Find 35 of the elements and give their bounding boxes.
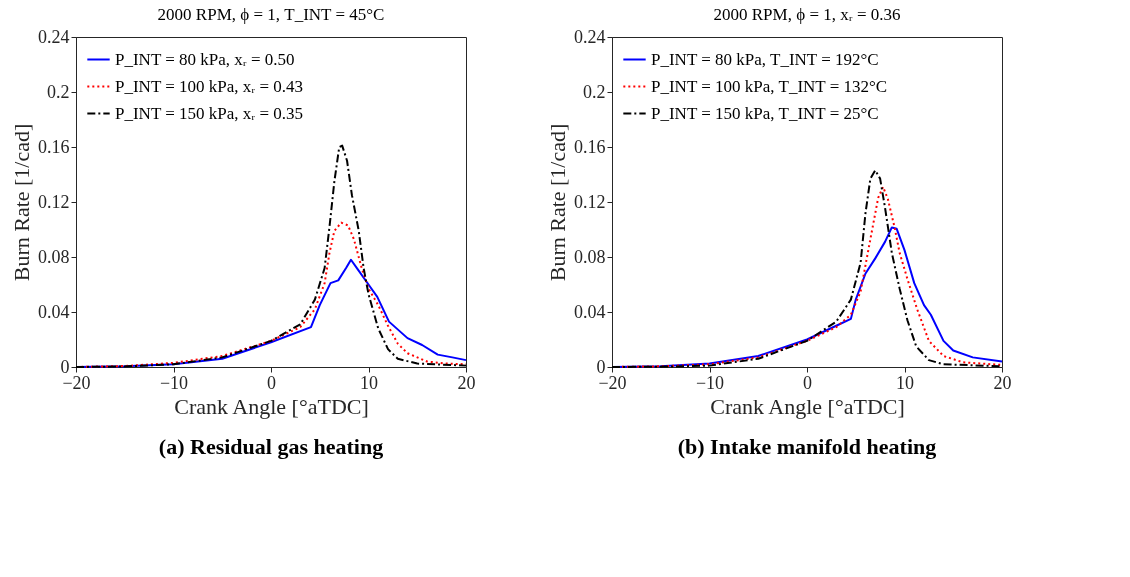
y-axis-title: Burn Rate [1/cad] (9, 123, 34, 282)
legend-label: P_INT = 100 kPa, xᵣ = 0.43 (115, 76, 304, 96)
y-tick-label: 0.24 (574, 26, 606, 47)
x-tick-label: 0 (267, 372, 276, 393)
chart-title: 2000 RPM, ϕ = 1, xᵣ = 0.36 (713, 5, 901, 24)
legend-label: P_INT = 100 kPa, T_INT = 132°C (651, 76, 888, 96)
y-tick-label: 0.2 (47, 81, 70, 102)
legend-label: P_INT = 150 kPa, T_INT = 25°C (651, 103, 879, 123)
x-tick-label: 20 (993, 372, 1012, 393)
x-tick-label: 0 (803, 372, 812, 393)
x-tick-label: 20 (457, 372, 476, 393)
chart-title: 2000 RPM, ϕ = 1, T_INT = 45°C (157, 5, 385, 24)
y-tick-label: 0.08 (574, 246, 606, 267)
text: (a) Residual gas heating (158, 434, 384, 459)
y-tick-label: 0.2 (583, 81, 606, 102)
y-tick-label: 0.24 (38, 26, 70, 47)
y-tick-label: 0.16 (38, 136, 70, 157)
x-tick-label: −10 (159, 372, 189, 393)
x-tick-label: 10 (360, 372, 378, 393)
y-tick-label: 0.04 (574, 301, 606, 322)
text: (b) Intake manifold heating (677, 434, 937, 459)
legend-label: P_INT = 80 kPa, T_INT = 192°C (651, 49, 879, 69)
y-axis-title: Burn Rate [1/cad] (545, 123, 570, 282)
y-tick-label: 0.16 (574, 136, 606, 157)
x-tick-label: 10 (896, 372, 914, 393)
y-tick-label: 0.04 (38, 301, 70, 322)
y-tick-label: 0.12 (38, 191, 70, 212)
legend-label: P_INT = 150 kPa, xᵣ = 0.35 (115, 103, 304, 123)
y-tick-label: 0.12 (574, 191, 606, 212)
line-series (75, 144, 467, 368)
legend-label: P_INT = 80 kPa, xᵣ = 0.50 (115, 49, 295, 69)
x-axis-title: Crank Angle [°aTDC] (710, 393, 905, 419)
x-axis-title: Crank Angle [°aTDC] (174, 393, 369, 419)
y-tick-label: 0.08 (38, 246, 70, 267)
x-tick-label: −10 (695, 372, 725, 393)
